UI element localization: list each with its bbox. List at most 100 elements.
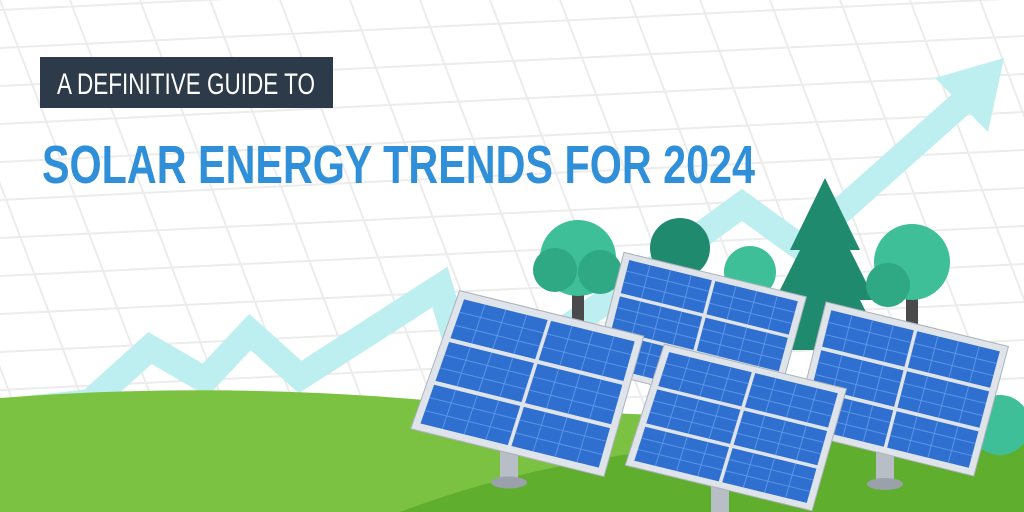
- cell-line: [927, 421, 939, 458]
- grid-line: [0, 111, 1024, 163]
- title: SOLAR ENERGY TRENDS FOR 2024: [42, 135, 755, 195]
- kicker: A DEFINITIVE GUIDE TO: [57, 68, 315, 101]
- cell-line: [948, 341, 960, 378]
- grid-line: [909, 0, 1024, 303]
- grid-line: [0, 0, 226, 11]
- cell-line: [806, 388, 818, 423]
- cell-line: [687, 399, 700, 434]
- cell-line: [492, 309, 507, 349]
- cell-line: [665, 362, 749, 385]
- solar-panel: [410, 289, 645, 489]
- cell-line: [742, 453, 755, 488]
- cell-line: [519, 419, 607, 442]
- panel-base: [491, 476, 527, 489]
- cell-line: [614, 317, 697, 340]
- cell-line: [913, 342, 997, 364]
- cell-line: [795, 425, 807, 461]
- cell-line: [765, 378, 777, 413]
- cell-line: [439, 367, 526, 390]
- cell-line: [907, 416, 918, 453]
- cell-line: [654, 431, 667, 467]
- cell-line: [910, 355, 994, 377]
- cell-line: [716, 322, 727, 357]
- cell-line: [708, 404, 721, 439]
- cell-line: [623, 281, 707, 303]
- cell-line: [532, 412, 546, 452]
- cell-line: [883, 325, 894, 362]
- cell-line: [747, 291, 758, 325]
- cell-line: [641, 437, 726, 460]
- cell-line: [456, 347, 471, 387]
- cell-line: [666, 394, 679, 429]
- cell-line: [478, 352, 492, 392]
- cell-line: [786, 383, 797, 418]
- grid-line: [979, 0, 1024, 119]
- cell-line: [559, 325, 573, 366]
- cell-line: [424, 410, 513, 433]
- cell-line: [441, 389, 457, 430]
- cell-line: [542, 346, 628, 369]
- cell-line: [890, 435, 973, 457]
- solar-panels: [410, 251, 1010, 512]
- cell-line: [862, 405, 874, 442]
- cell-line: [661, 270, 672, 304]
- grid-line: [0, 149, 1024, 201]
- cell-line: [751, 383, 835, 406]
- cell-line: [842, 315, 853, 352]
- cell-line: [513, 314, 528, 355]
- cell-line: [958, 386, 970, 423]
- cell-line: [626, 270, 710, 292]
- kicker-box: [40, 57, 333, 108]
- tree: [533, 248, 577, 292]
- cell-line: [554, 417, 568, 457]
- cell-line: [937, 381, 949, 418]
- tree: [578, 250, 622, 294]
- cell-line: [546, 333, 632, 356]
- cell-line: [580, 331, 594, 371]
- cell-line: [873, 365, 884, 402]
- cell-line: [862, 320, 874, 357]
- cell-line: [649, 411, 734, 433]
- cell-line: [748, 395, 832, 417]
- cell-line: [533, 376, 619, 399]
- cell-line: [893, 422, 976, 444]
- cell-line: [737, 327, 748, 362]
- grid-line: [0, 180, 91, 421]
- cell-line: [661, 374, 746, 396]
- cell-line: [825, 334, 908, 356]
- cell-line: [754, 415, 766, 450]
- cell-line: [709, 302, 792, 324]
- cell-line: [637, 448, 723, 471]
- cell-line: [589, 379, 602, 420]
- solar-panel: [624, 343, 848, 512]
- cell-line: [651, 306, 662, 340]
- cell-line: [815, 374, 898, 396]
- grid-line: [0, 0, 1004, 49]
- cell-line: [678, 356, 691, 392]
- cell-line: [459, 311, 544, 334]
- cell-line: [852, 360, 863, 397]
- cell-line: [764, 458, 775, 493]
- cell-line: [617, 306, 700, 329]
- cell-line: [917, 376, 928, 413]
- cell-line: [499, 357, 514, 397]
- cell-line: [785, 463, 796, 498]
- cell-line: [631, 301, 642, 335]
- cell-line: [775, 420, 786, 456]
- cell-line: [900, 395, 983, 417]
- cell-line: [471, 304, 486, 344]
- cell-line: [947, 426, 959, 463]
- cell-line: [485, 400, 500, 440]
- cell-line: [726, 285, 737, 320]
- cell-line: [642, 342, 653, 377]
- cell-line: [720, 367, 732, 402]
- cell-line: [818, 361, 901, 383]
- cell-line: [576, 422, 589, 463]
- cell-line: [767, 296, 778, 330]
- tree: [866, 263, 910, 307]
- cell-line: [529, 389, 615, 412]
- trend-arrow: [0, 90, 974, 425]
- cell-line: [601, 336, 615, 376]
- cell-line: [640, 264, 651, 299]
- cell-line: [702, 328, 785, 350]
